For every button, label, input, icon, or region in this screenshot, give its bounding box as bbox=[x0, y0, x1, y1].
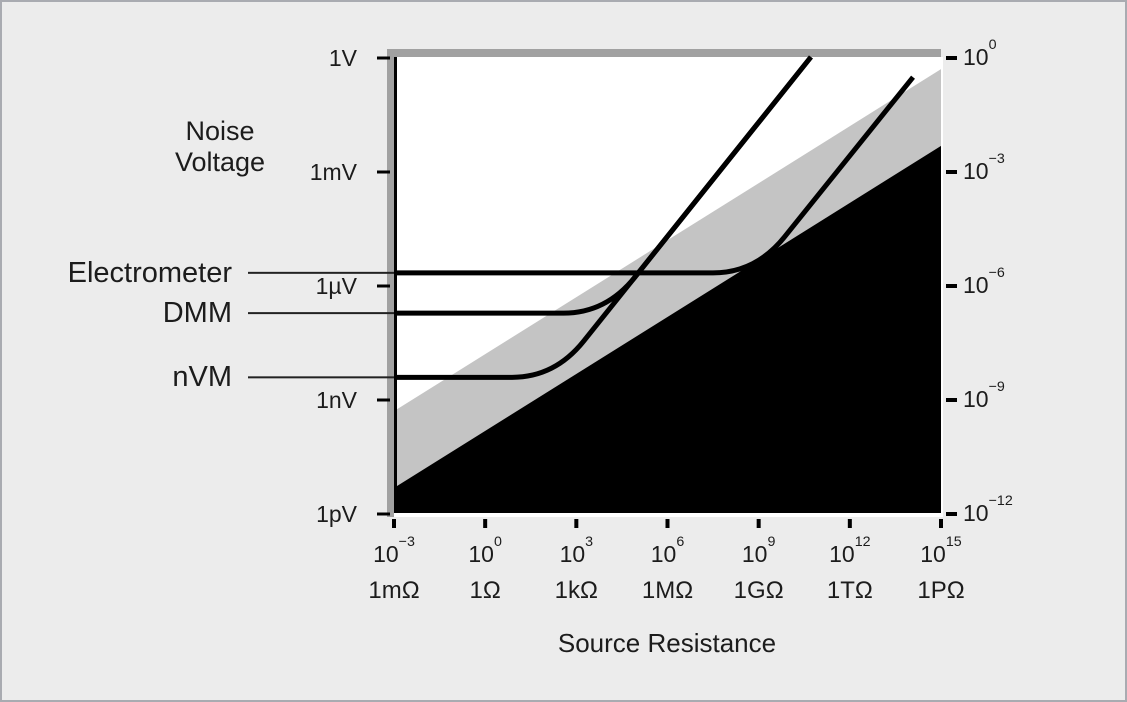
y-tick-label-right-4: 10−12 bbox=[963, 492, 1013, 526]
y-axis-title-line1: Noise bbox=[185, 116, 255, 146]
frame-left-bar bbox=[387, 49, 394, 517]
leader-line-dmm bbox=[248, 312, 394, 315]
frame-top-bar bbox=[387, 49, 941, 57]
y-tick-label-right-1: 10−3 bbox=[963, 150, 1005, 184]
x-tick-4 bbox=[756, 519, 761, 528]
y-tick-right-4 bbox=[946, 512, 957, 516]
x-tick-power-label-1: 100 bbox=[468, 533, 502, 567]
x-tick-1 bbox=[483, 519, 488, 528]
y-tick-left-0 bbox=[377, 56, 390, 60]
y-axis-title: Noise Voltage bbox=[158, 116, 282, 178]
y-tick-label-right-0: 100 bbox=[963, 36, 997, 70]
y-tick-left-2 bbox=[377, 284, 390, 288]
near-limit-band-region bbox=[394, 69, 941, 488]
x-tick-ohm-label-6: 1PΩ bbox=[917, 577, 965, 604]
x-tick-ohm-label-0: 1mΩ bbox=[368, 577, 420, 604]
y-tick-right-3 bbox=[946, 398, 957, 402]
y-tick-label-right-3: 10−9 bbox=[963, 378, 1005, 412]
x-tick-power-label-0: 10−3 bbox=[373, 533, 415, 567]
x-tick-2 bbox=[574, 519, 579, 528]
x-tick-5 bbox=[847, 519, 852, 528]
y-tick-label-left-4: 1pV bbox=[316, 501, 357, 527]
curve-nvm bbox=[394, 55, 813, 380]
x-tick-power-label-4: 109 bbox=[741, 533, 776, 567]
y-tick-label-left-3: 1nV bbox=[316, 387, 357, 413]
y-tick-label-left-2: 1µV bbox=[315, 273, 357, 299]
x-tick-power-label-3: 106 bbox=[650, 533, 685, 567]
y-tick-label-left-1: 1mV bbox=[309, 159, 357, 185]
theoretical-limit-region bbox=[394, 145, 941, 514]
x-tick-power-label-6: 1015 bbox=[920, 533, 962, 567]
y-axis-title-line2: Voltage bbox=[174, 147, 266, 177]
x-tick-power-label-2: 103 bbox=[559, 533, 594, 567]
x-tick-ohm-label-1: 1Ω bbox=[469, 577, 501, 604]
y-axis-line bbox=[394, 57, 397, 513]
curve-electrometer bbox=[394, 75, 915, 276]
y-tick-left-4 bbox=[377, 512, 390, 516]
x-tick-ohm-label-2: 1kΩ bbox=[554, 577, 598, 604]
y-tick-right-2 bbox=[946, 284, 957, 288]
y-tick-left-1 bbox=[377, 170, 390, 174]
series-label-electrometer: Electrometer bbox=[67, 256, 232, 289]
leader-line-nvm bbox=[248, 376, 394, 379]
y-tick-label-right-2: 10−6 bbox=[963, 264, 1005, 298]
series-label-dmm: DMM bbox=[162, 297, 232, 330]
x-tick-ohm-label-3: 1MΩ bbox=[641, 577, 694, 604]
series-label-nvm: nVM bbox=[172, 361, 232, 394]
y-tick-right-0 bbox=[946, 56, 957, 60]
y-tick-right-1 bbox=[946, 170, 957, 174]
x-tick-ohm-label-5: 1TΩ bbox=[826, 577, 873, 604]
x-tick-ohm-label-4: 1GΩ bbox=[733, 577, 784, 604]
x-tick-6 bbox=[939, 519, 943, 528]
x-axis-title: Source Resistance bbox=[557, 628, 777, 658]
y-tick-left-3 bbox=[377, 398, 390, 402]
x-tick-power-label-5: 1012 bbox=[829, 533, 871, 567]
leader-line-electrometer bbox=[248, 271, 394, 274]
x-tick-0 bbox=[392, 519, 396, 528]
y-tick-label-left-0: 1V bbox=[328, 45, 357, 71]
x-tick-3 bbox=[665, 519, 670, 528]
